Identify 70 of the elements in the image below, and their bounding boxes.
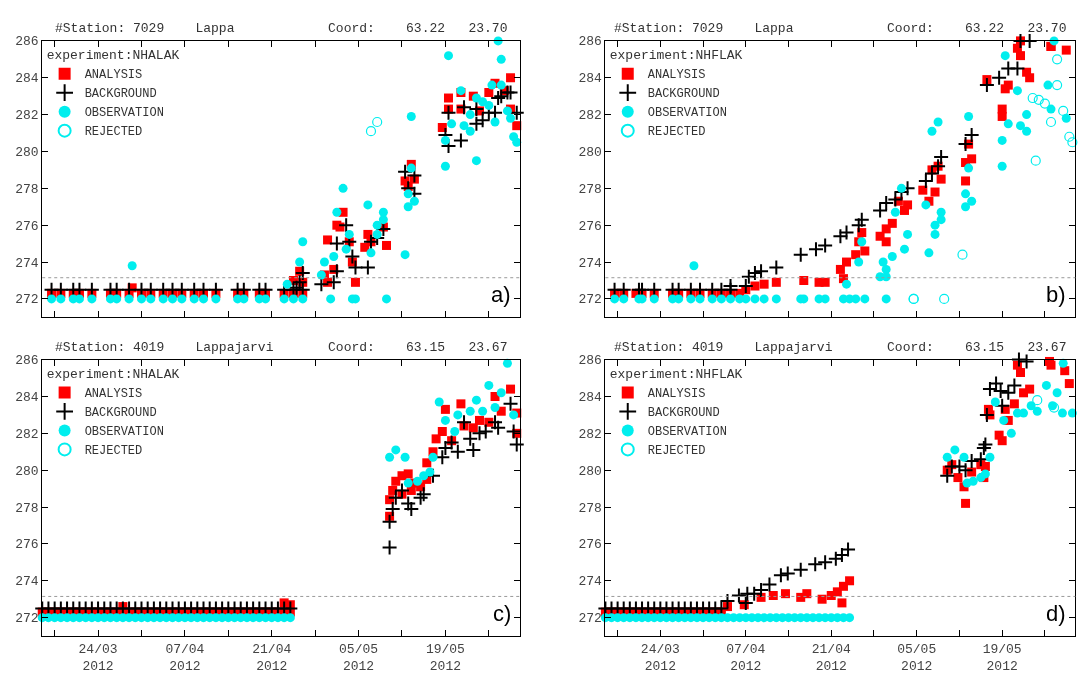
legend-label: BACKGROUND [647,87,720,102]
y-tick-label: 272 [578,292,602,308]
legend-label: OBSERVATION [84,425,164,440]
x-tick-label: 24/03 2012 [640,641,680,674]
y-tick-label: 282 [578,426,602,442]
legend-title: experiment:NHALAK [46,48,180,64]
x-tick-label: 24/03 2012 [78,641,118,674]
legend-label: BACKGROUND [647,406,720,421]
y-tick-label: 284 [15,390,39,406]
legend-label: REJECTED [84,125,143,140]
x-tick-label: 19/05 2012 [425,641,465,674]
y-tick-label: 284 [15,71,39,87]
y-tick-label: 282 [15,108,39,124]
y-tick-label: 280 [15,463,39,479]
x-tick-label: 07/04 2012 [165,641,205,674]
chart-title: #Station: 4019 Lappajarvi Coord: 63.15 23.67 [614,340,1067,355]
legend-label: OBSERVATION [647,106,727,121]
legend-label: REJECTED [84,444,143,459]
x-tick-label: 21/04 2012 [252,641,292,674]
y-tick-label: 274 [578,255,602,271]
legend-label: ANALYSIS [647,68,706,83]
legend-label: REJECTED [647,444,706,459]
y-tick-label: 284 [578,71,602,87]
legend-title: experiment:NHALAK [46,366,180,382]
legend-title: experiment:NHFLAK [609,48,743,64]
legend-label: ANALYSIS [84,387,143,402]
chart-title: #Station: 7029 Lappa Coord: 63.22 23.70 [614,21,1067,36]
x-tick-label: 21/04 2012 [811,641,851,674]
y-tick-label: 286 [15,353,39,369]
y-tick-label: 274 [15,574,39,590]
y-tick-label: 284 [578,390,602,406]
y-tick-label: 278 [15,181,39,197]
y-tick-label: 272 [15,611,39,627]
legend-label: BACKGROUND [84,87,157,102]
y-tick-label: 282 [15,426,39,442]
y-tick-label: 280 [15,145,39,161]
y-tick-label: 278 [578,181,602,197]
annotation: c) [493,601,512,626]
y-tick-label: 276 [578,537,602,553]
y-tick-label: 286 [15,34,39,50]
legend-title: experiment:NHFLAK [609,366,743,382]
annotation: a) [491,282,511,307]
y-tick-label: 276 [578,218,602,234]
legend-label: OBSERVATION [84,106,164,121]
y-tick-label: 276 [15,537,39,553]
legend-label: OBSERVATION [647,425,727,440]
y-tick-label: 272 [15,292,39,308]
y-tick-label: 272 [578,611,602,627]
x-tick-label: 05/05 2012 [897,641,937,674]
y-tick-label: 286 [578,34,602,50]
x-tick-label: 05/05 2012 [339,641,379,674]
annotation: d) [1046,601,1066,626]
legend-label: ANALYSIS [84,68,143,83]
y-tick-label: 278 [578,500,602,516]
legend-label: BACKGROUND [84,406,157,421]
x-tick-label: 19/05 2012 [982,641,1022,674]
chart-title: #Station: 4019 Lappajarvi Coord: 63.15 23.67 [55,340,508,355]
y-tick-label: 278 [15,500,39,516]
y-tick-label: 282 [578,108,602,124]
y-tick-label: 276 [15,218,39,234]
x-tick-label: 07/04 2012 [726,641,766,674]
y-tick-label: 286 [578,353,602,369]
annotation: b) [1046,282,1066,307]
y-tick-label: 280 [578,463,602,479]
chart-title: #Station: 7029 Lappa Coord: 63.22 23.70 [55,21,508,36]
legend-label: ANALYSIS [647,387,706,402]
y-tick-label: 280 [578,145,602,161]
y-tick-label: 274 [15,255,39,271]
y-tick-label: 274 [578,574,602,590]
legend-label: REJECTED [647,125,706,140]
